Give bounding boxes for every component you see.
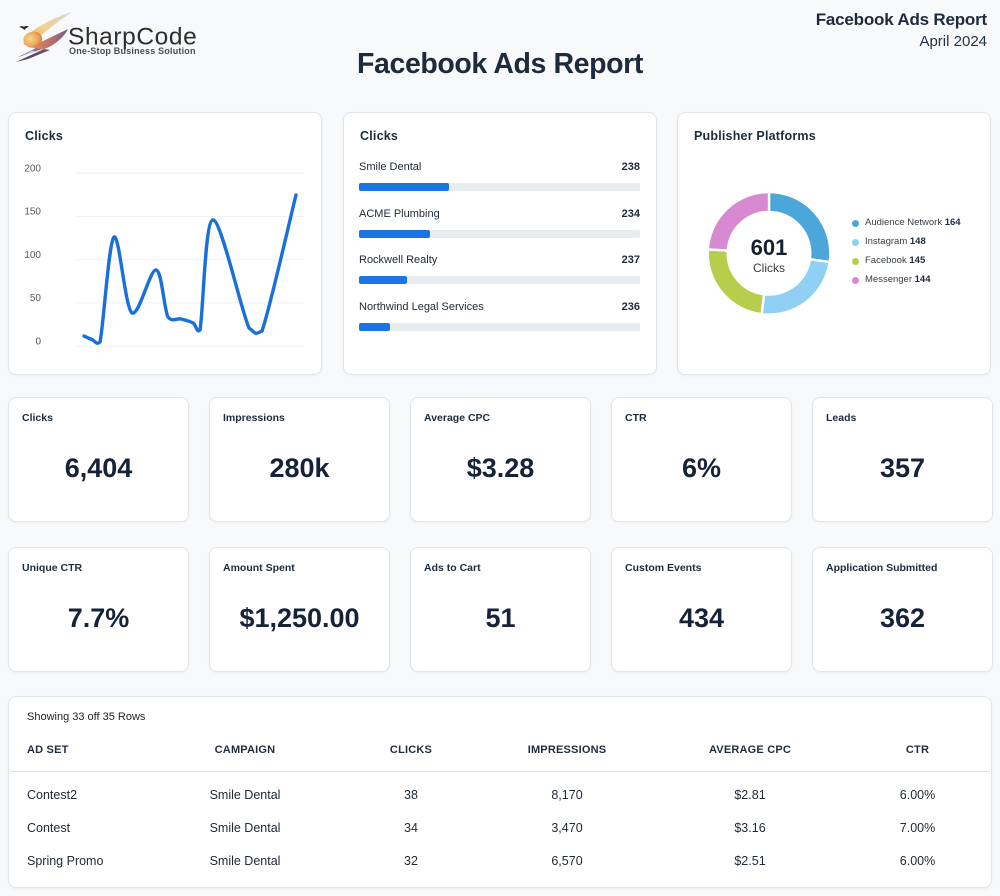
- svg-text:50: 50: [30, 293, 42, 304]
- svg-text:150: 150: [24, 207, 41, 218]
- svg-text:SharpCode: SharpCode: [68, 24, 197, 51]
- svg-text:One-Stop Business Solution: One-Stop Business Solution: [69, 46, 196, 56]
- svg-text:0: 0: [35, 337, 41, 348]
- svg-text:100: 100: [24, 250, 41, 261]
- svg-text:200: 200: [24, 164, 41, 175]
